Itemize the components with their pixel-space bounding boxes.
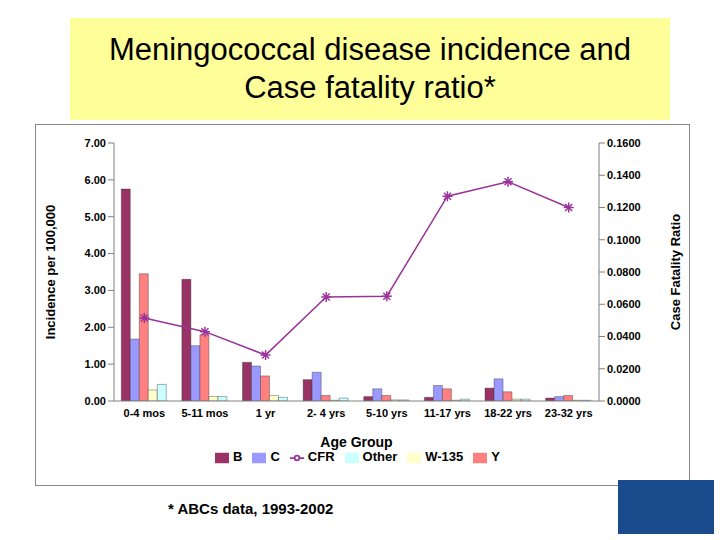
svg-text:18-22 yrs: 18-22 yrs (484, 407, 532, 419)
svg-text:0.0200: 0.0200 (607, 363, 641, 375)
svg-text:5-10 yrs: 5-10 yrs (366, 407, 408, 419)
html-text:* ABCs data, 1993-2002: * ABCs data, 1993-2002 (168, 500, 334, 517)
svg-text:6.00: 6.00 (85, 174, 106, 186)
svg-text:23-32 yrs: 23-32 yrs (545, 407, 593, 419)
svg-text:4.00: 4.00 (85, 247, 106, 259)
html-text:Meningococcal disease incidenc: Meningococcal disease incidence and Case… (108, 32, 632, 105)
svg-text:0.0400: 0.0400 (607, 330, 641, 342)
svg-text:Case Fatality Ratio: Case Fatality Ratio (668, 214, 683, 330)
svg-text:0.1600: 0.1600 (607, 137, 641, 149)
svg-text:0.00: 0.00 (85, 395, 106, 407)
svg-text:0-4 mos: 0-4 mos (124, 407, 166, 419)
svg-text:2- 4 yrs: 2- 4 yrs (307, 407, 346, 419)
svg-text:Incidence per 100,000: Incidence per 100,000 (43, 205, 58, 339)
svg-text:5.00: 5.00 (85, 211, 106, 223)
svg-text:5-11 mos: 5-11 mos (181, 407, 228, 419)
html-text:C: C (270, 449, 280, 464)
svg-text:0.1400: 0.1400 (607, 169, 641, 181)
svg-text:0.1000: 0.1000 (607, 234, 641, 246)
html-text:W-135: W-135 (425, 449, 464, 464)
svg-text:2.00: 2.00 (85, 321, 106, 333)
svg-text:7.00: 7.00 (85, 137, 106, 149)
svg-text:1.00: 1.00 (85, 358, 106, 370)
svg-text:3.00: 3.00 (85, 284, 106, 296)
svg-text:0.0600: 0.0600 (607, 298, 641, 310)
svg-text:11-17 yrs: 11-17 yrs (424, 407, 471, 419)
html-text:B: B (233, 449, 243, 464)
svg-text:0.1200: 0.1200 (607, 201, 641, 213)
html-text:Y: Y (491, 449, 500, 464)
html-text:CFR: CFR (307, 449, 335, 464)
svg-text:1 yr: 1 yr (256, 407, 276, 419)
svg-text:0.0000: 0.0000 (607, 395, 641, 407)
html-text:Other: Other (362, 449, 398, 464)
svg-text:Age Group: Age Group (320, 434, 392, 450)
svg-text:0.0800: 0.0800 (607, 266, 641, 278)
